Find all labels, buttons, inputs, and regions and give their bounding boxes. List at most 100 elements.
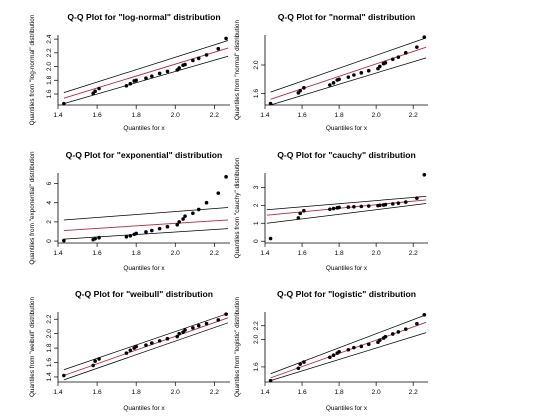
y-tick-label: 2	[46, 220, 53, 224]
x-tick-label: 1.8	[132, 389, 141, 396]
envelope-upper-line	[266, 195, 427, 211]
data-point	[396, 330, 401, 334]
y-axis-label: Quantiles from "cauchy" distribution	[234, 157, 241, 258]
data-point	[415, 45, 419, 49]
envelope-upper-line	[63, 40, 229, 94]
data-point	[391, 202, 395, 206]
data-point	[422, 172, 427, 177]
x-axis-label: Quantiles for x	[326, 265, 368, 272]
data-point	[366, 204, 371, 208]
x-tick-label: 2.0	[171, 389, 180, 396]
data-point	[196, 207, 201, 212]
chart-title: Q-Q Plot for "logistic" distribution	[277, 289, 416, 299]
x-tick-label: 2.2	[409, 250, 418, 257]
data-point	[181, 217, 185, 221]
y-tick-label: 2.2	[46, 48, 53, 57]
data-point	[128, 348, 133, 353]
x-tick-label: 1.6	[297, 389, 306, 396]
x-tick-label: 2.0	[372, 250, 381, 257]
chart-title: Q-Q Plot for "weibull" distribution	[75, 289, 213, 299]
data-point	[177, 66, 181, 70]
data-point	[175, 334, 180, 339]
y-tick-label: 2.2	[253, 321, 260, 330]
data-point	[396, 201, 401, 205]
data-point	[403, 200, 408, 204]
data-point	[144, 230, 148, 234]
data-point	[337, 350, 341, 354]
data-point	[224, 175, 228, 179]
x-tick-label: 1.6	[93, 389, 102, 396]
data-point	[97, 86, 101, 91]
data-point	[62, 373, 66, 378]
data-point	[298, 362, 302, 366]
envelope-lower-line	[270, 57, 427, 106]
x-tick-label: 1.8	[335, 112, 344, 119]
data-point	[298, 211, 302, 216]
x-tick-label: 2.2	[210, 250, 219, 257]
y-tick-label: 2	[253, 203, 260, 207]
data-point	[352, 73, 356, 77]
y-axis-label: Quantiles from "log-normal" distribution	[29, 14, 36, 125]
envelope-upper-line	[270, 37, 427, 93]
data-point	[415, 321, 419, 326]
data-point	[346, 347, 351, 352]
data-point	[366, 342, 371, 347]
data-point	[191, 211, 195, 216]
data-point	[157, 71, 162, 76]
y-tick-label: 1	[253, 221, 260, 225]
data-point	[302, 86, 306, 90]
envelope-lower-line	[270, 332, 427, 381]
data-point	[157, 226, 162, 231]
data-point	[268, 378, 273, 383]
x-tick-label: 1.6	[93, 112, 102, 119]
y-tick-label: 2.0	[46, 329, 53, 338]
y-tick-label: 2.2	[46, 314, 53, 323]
data-point	[204, 53, 209, 57]
fit-line	[63, 47, 229, 99]
data-point	[216, 191, 221, 195]
data-point	[337, 77, 341, 82]
data-point	[331, 81, 336, 85]
x-tick-label: 2.0	[372, 112, 381, 119]
y-axis-label: Quantiles from "logistic" distribution	[234, 297, 241, 398]
x-axis-label: Quantiles for x	[123, 405, 165, 412]
data-point	[403, 327, 408, 331]
data-point	[268, 101, 273, 106]
data-point	[296, 366, 301, 371]
data-point	[346, 205, 351, 209]
x-tick-label: 2.2	[409, 389, 418, 396]
x-tick-label: 1.4	[260, 250, 269, 257]
data-point	[383, 61, 388, 65]
data-point	[183, 328, 187, 332]
chart-title: Q-Q Plot for "normal" distribution	[278, 12, 416, 22]
data-point	[403, 51, 408, 55]
y-tick-label: 1.6	[253, 362, 260, 371]
data-point	[97, 235, 101, 240]
data-point	[177, 331, 181, 336]
data-point	[352, 204, 356, 209]
data-point	[124, 351, 129, 355]
y-tick-label: 2.0	[253, 60, 260, 69]
x-tick-label: 1.4	[53, 112, 62, 119]
data-point	[216, 318, 221, 322]
y-tick-label: 2.0	[253, 335, 260, 344]
data-point	[359, 71, 364, 75]
data-point	[97, 357, 101, 361]
data-point	[177, 220, 181, 224]
data-point	[191, 58, 195, 63]
data-point	[204, 321, 209, 326]
data-point	[422, 312, 427, 317]
fit-line	[270, 46, 427, 100]
data-point	[296, 216, 301, 220]
data-point	[224, 312, 228, 316]
data-point	[204, 200, 209, 205]
data-point	[134, 231, 138, 236]
data-point	[298, 88, 302, 93]
data-point	[359, 204, 364, 209]
envelope-upper-line	[270, 314, 427, 375]
data-point	[91, 363, 95, 368]
x-axis-label: Quantiles for x	[326, 405, 368, 412]
envelope-lower-line	[63, 322, 229, 381]
data-point	[302, 208, 306, 213]
